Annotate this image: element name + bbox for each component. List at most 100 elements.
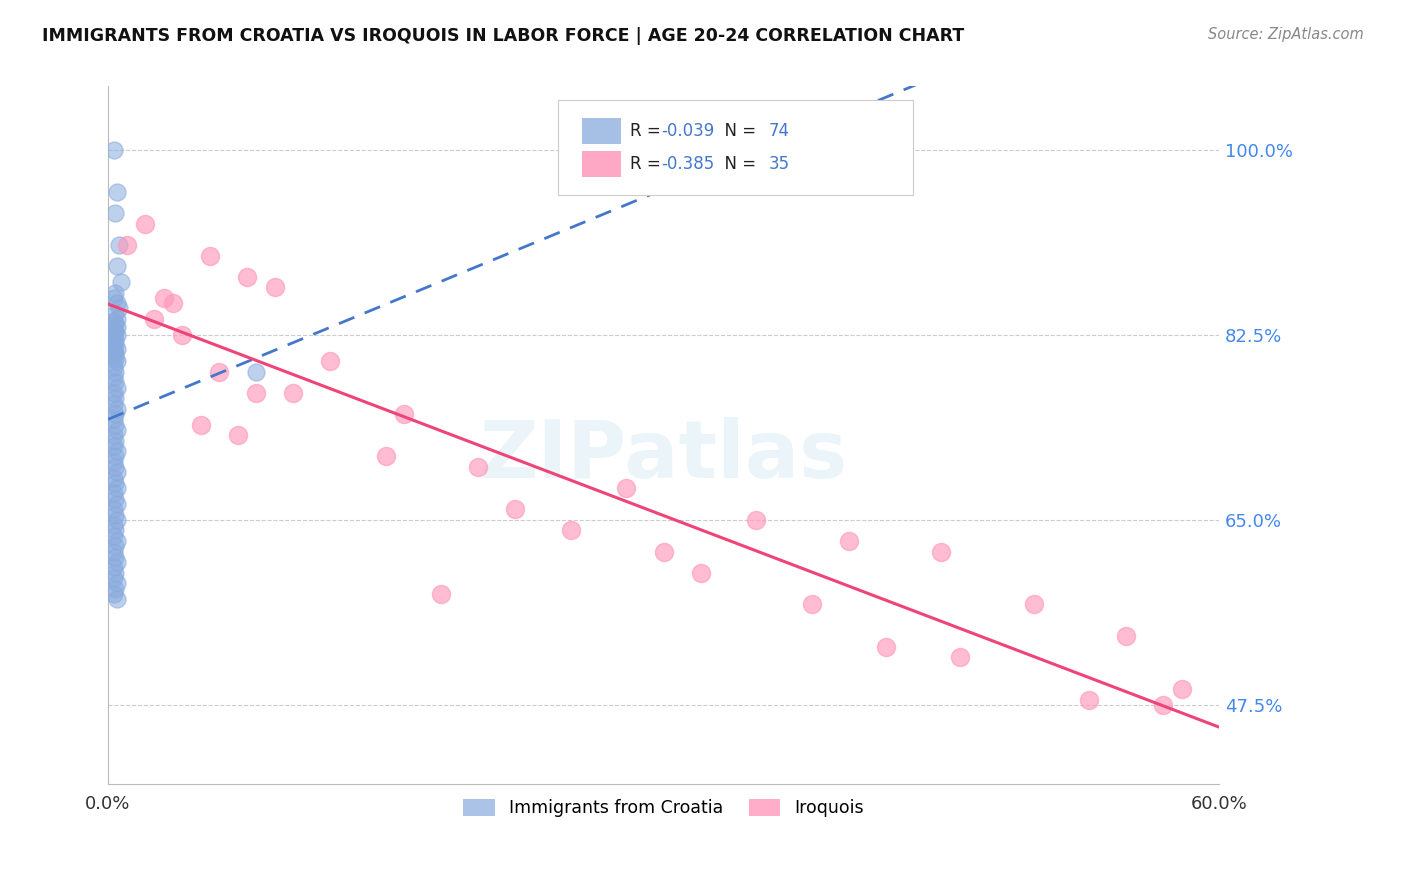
Point — [105, 327, 128, 342]
Point — [103, 560, 125, 574]
Point — [105, 555, 128, 569]
Point — [103, 314, 125, 328]
Point — [103, 322, 125, 336]
Point — [103, 486, 125, 500]
Point — [104, 333, 127, 347]
Point — [104, 524, 127, 538]
Point — [467, 459, 489, 474]
Point — [245, 386, 267, 401]
Point — [108, 238, 131, 252]
Point — [104, 352, 127, 367]
Point — [104, 417, 127, 432]
Point — [190, 417, 212, 432]
Point — [103, 455, 125, 469]
Point — [104, 307, 127, 321]
Point — [115, 238, 138, 252]
Point — [1022, 598, 1045, 612]
Point — [103, 335, 125, 350]
Point — [1078, 692, 1101, 706]
Point — [104, 450, 127, 464]
Text: 35: 35 — [769, 155, 790, 173]
Point — [949, 650, 972, 665]
Point — [104, 459, 127, 474]
Text: -0.039: -0.039 — [661, 122, 714, 140]
Point — [143, 312, 166, 326]
Point — [105, 444, 128, 458]
Point — [105, 533, 128, 548]
Text: 74: 74 — [769, 122, 790, 140]
Point — [838, 533, 860, 548]
Point — [104, 345, 127, 359]
Point — [105, 342, 128, 356]
FancyBboxPatch shape — [558, 100, 914, 194]
Text: Source: ZipAtlas.com: Source: ZipAtlas.com — [1208, 27, 1364, 42]
Point — [198, 248, 221, 262]
Point — [505, 502, 527, 516]
Point — [104, 325, 127, 339]
Text: -0.385: -0.385 — [661, 155, 714, 173]
Point — [616, 481, 638, 495]
Point — [108, 301, 131, 316]
Text: R =: R = — [630, 122, 666, 140]
Point — [103, 291, 125, 305]
Point — [103, 349, 125, 363]
Text: R =: R = — [630, 155, 666, 173]
Point — [1153, 698, 1175, 712]
Point — [1171, 681, 1194, 696]
Point — [103, 330, 125, 344]
Point — [208, 365, 231, 379]
Point — [104, 338, 127, 352]
Point — [103, 544, 125, 558]
Text: N =: N = — [713, 155, 761, 173]
Point — [104, 491, 127, 506]
Text: N =: N = — [713, 122, 761, 140]
Point — [104, 317, 127, 331]
Point — [103, 518, 125, 533]
Point — [263, 280, 285, 294]
Point — [104, 582, 127, 596]
Point — [104, 391, 127, 405]
Point — [800, 598, 823, 612]
Point — [103, 396, 125, 410]
Point — [875, 640, 897, 654]
Point — [394, 407, 416, 421]
Point — [103, 412, 125, 426]
Point — [105, 423, 128, 437]
Point — [103, 502, 125, 516]
Point — [283, 386, 305, 401]
Point — [110, 275, 132, 289]
Point — [103, 143, 125, 157]
Point — [226, 428, 249, 442]
Point — [152, 291, 174, 305]
Point — [103, 386, 125, 401]
FancyBboxPatch shape — [582, 151, 621, 178]
Point — [104, 566, 127, 580]
Point — [745, 513, 768, 527]
Point — [689, 566, 711, 580]
Point — [104, 407, 127, 421]
Point — [103, 529, 125, 543]
Point — [103, 359, 125, 374]
Point — [319, 354, 342, 368]
Point — [430, 587, 453, 601]
Point — [104, 539, 127, 553]
Point — [105, 576, 128, 591]
Legend: Immigrants from Croatia, Iroquois: Immigrants from Croatia, Iroquois — [457, 791, 870, 824]
Point — [245, 365, 267, 379]
Point — [105, 312, 128, 326]
Point — [104, 508, 127, 522]
Point — [103, 571, 125, 585]
Text: IMMIGRANTS FROM CROATIA VS IROQUOIS IN LABOR FORCE | AGE 20-24 CORRELATION CHART: IMMIGRANTS FROM CROATIA VS IROQUOIS IN L… — [42, 27, 965, 45]
Point — [105, 259, 128, 273]
Point — [929, 544, 952, 558]
Point — [170, 327, 193, 342]
Point — [105, 354, 128, 368]
Point — [104, 206, 127, 220]
Point — [104, 365, 127, 379]
Point — [105, 185, 128, 199]
Point — [103, 370, 125, 384]
Point — [104, 376, 127, 390]
Point — [105, 481, 128, 495]
Point — [105, 465, 128, 479]
Point — [103, 428, 125, 442]
